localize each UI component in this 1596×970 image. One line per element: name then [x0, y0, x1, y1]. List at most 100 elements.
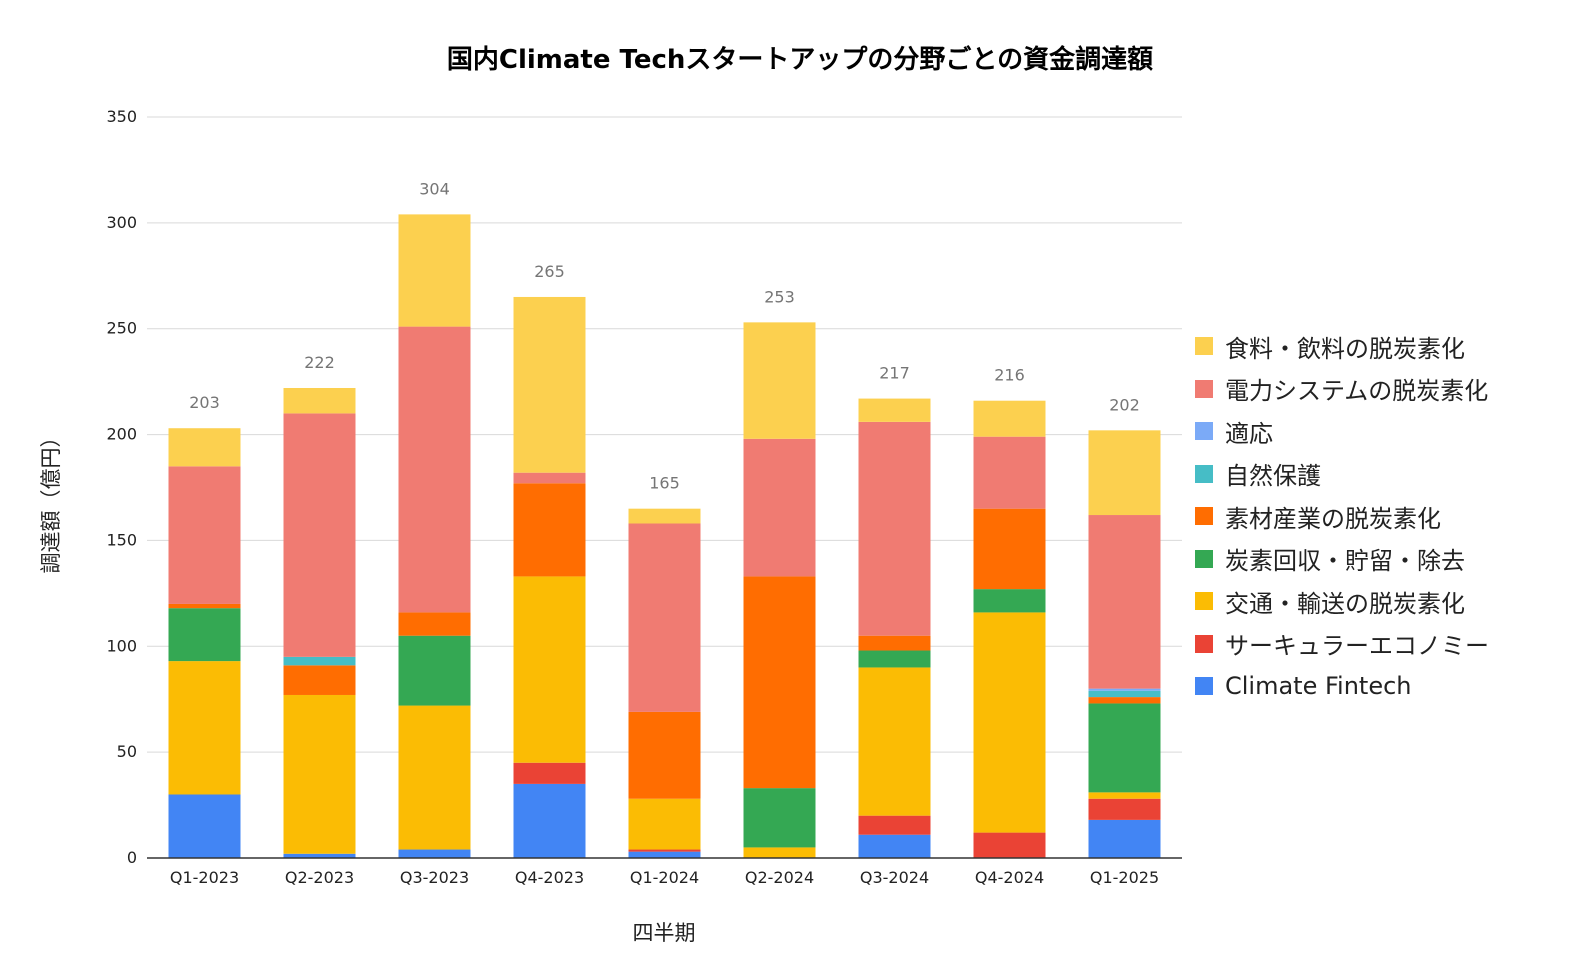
x-tick-label: Q2-2023	[285, 868, 354, 887]
legend-label: 炭素回収・貯留・除去	[1225, 547, 1465, 576]
bar-segment	[628, 798, 701, 850]
legend-swatch	[1195, 677, 1213, 696]
bar-segment	[1088, 697, 1161, 704]
legend-label: 食料・飲料の脱炭素化	[1225, 334, 1465, 363]
bar-segment	[398, 326, 471, 613]
legend-swatch	[1195, 464, 1213, 483]
bar-segment	[973, 612, 1046, 833]
chart-title: 国内Climate Techスタートアップの分野ごとの資金調達額	[447, 44, 1153, 75]
legend-swatch	[1195, 507, 1213, 526]
bars	[168, 214, 1161, 858]
bar-segment	[1088, 688, 1161, 691]
x-tick-label: Q3-2024	[860, 868, 929, 887]
legend-item: 炭素回収・貯留・除去	[1195, 538, 1489, 581]
bar-segment	[743, 576, 816, 789]
legend-item: 素材産業の脱炭素化	[1195, 495, 1489, 538]
total-label: 202	[1109, 395, 1140, 414]
bar-segment	[628, 849, 701, 852]
legend-label: サーキュラーエコノミー	[1225, 632, 1489, 661]
bar-segment	[858, 421, 931, 636]
legend-label: 交通・輸送の脱炭素化	[1225, 589, 1465, 618]
legend-item: 適応	[1195, 410, 1489, 453]
x-tick-label: Q1-2023	[170, 868, 239, 887]
bar-segment	[168, 466, 241, 604]
x-tick-label: Q4-2023	[515, 868, 584, 887]
bar-segment	[1088, 792, 1161, 799]
bar-segment	[858, 815, 931, 835]
total-label: 217	[879, 364, 910, 383]
y-tick-label: 100	[106, 636, 137, 655]
bar-segment	[1088, 798, 1161, 820]
bar-segment	[283, 656, 356, 666]
bar-segment	[168, 661, 241, 795]
legend: 食料・飲料の脱炭素化 電力システムの脱炭素化 適応 自然保護 素材産業の脱炭素化 炭素回収…	[1195, 325, 1489, 708]
bar-segment	[628, 523, 701, 712]
x-tick-label: Q4-2024	[975, 868, 1044, 887]
bar-segment	[283, 413, 356, 657]
total-labels: 203 222 304 265 165 253 217 216 202	[189, 179, 1140, 492]
legend-swatch	[1195, 422, 1213, 441]
legend-label: 素材産業の脱炭素化	[1225, 504, 1441, 533]
bar-segment	[513, 762, 586, 784]
bar-segment	[743, 788, 816, 848]
legend-item: 交通・輸送の脱炭素化	[1195, 580, 1489, 623]
bar-segment	[858, 667, 931, 816]
bar-segment	[743, 438, 816, 577]
bar-segment	[398, 635, 471, 706]
bar-segment	[858, 635, 931, 651]
bar-segment	[513, 296, 586, 473]
bar-segment	[398, 214, 471, 327]
y-tick-label: 200	[106, 425, 137, 444]
legend-swatch	[1195, 549, 1213, 568]
y-tick-label: 300	[106, 213, 137, 232]
y-tick-label: 350	[106, 107, 137, 126]
x-tick-label: Q1-2024	[630, 868, 699, 887]
bar-segment	[283, 387, 356, 414]
bar-segment	[973, 589, 1046, 613]
bar-segment	[858, 650, 931, 668]
bar-segment	[398, 705, 471, 850]
legend-swatch	[1195, 592, 1213, 611]
legend-item: 電力システムの脱炭素化	[1195, 368, 1489, 411]
x-tick-label: Q3-2023	[400, 868, 469, 887]
y-tick-label: 50	[117, 742, 137, 761]
legend-swatch	[1195, 379, 1213, 398]
bar-segment	[1088, 430, 1161, 516]
bar-segment	[973, 436, 1046, 509]
bar-segment	[743, 322, 816, 439]
legend-item: 食料・飲料の脱炭素化	[1195, 325, 1489, 368]
bar-segment	[858, 834, 931, 858]
bar-segment	[513, 783, 586, 858]
bar-segment	[743, 847, 816, 858]
y-tick-label: 0	[127, 848, 137, 867]
bar-segment	[283, 853, 356, 858]
x-tick-label: Q2-2024	[745, 868, 814, 887]
bar-segment	[513, 483, 586, 577]
total-label: 265	[534, 262, 565, 281]
bar-segment	[973, 508, 1046, 590]
bar-segment	[168, 428, 241, 467]
x-axis-label: 四半期	[633, 921, 696, 945]
bar-segment	[973, 400, 1046, 437]
legend-swatch	[1195, 337, 1213, 356]
bar-segment	[398, 612, 471, 636]
bar-segment	[513, 576, 586, 763]
bar-segment	[973, 832, 1046, 858]
total-label: 165	[649, 474, 680, 493]
bar-segment	[1088, 690, 1161, 698]
y-axis-label: 調達額（億円）	[39, 427, 63, 574]
legend-item: サーキュラーエコノミー	[1195, 623, 1489, 666]
bar-segment	[1088, 515, 1161, 689]
bar-segment	[628, 851, 701, 858]
bar-segment	[168, 603, 241, 609]
total-label: 203	[189, 393, 220, 412]
bar-segment	[398, 849, 471, 858]
legend-swatch	[1195, 634, 1213, 653]
bar-segment	[283, 694, 356, 854]
y-tick-label: 150	[106, 530, 137, 549]
total-label: 304	[419, 179, 450, 198]
x-tick-label: Q1-2025	[1090, 868, 1159, 887]
bar-segment	[283, 665, 356, 695]
